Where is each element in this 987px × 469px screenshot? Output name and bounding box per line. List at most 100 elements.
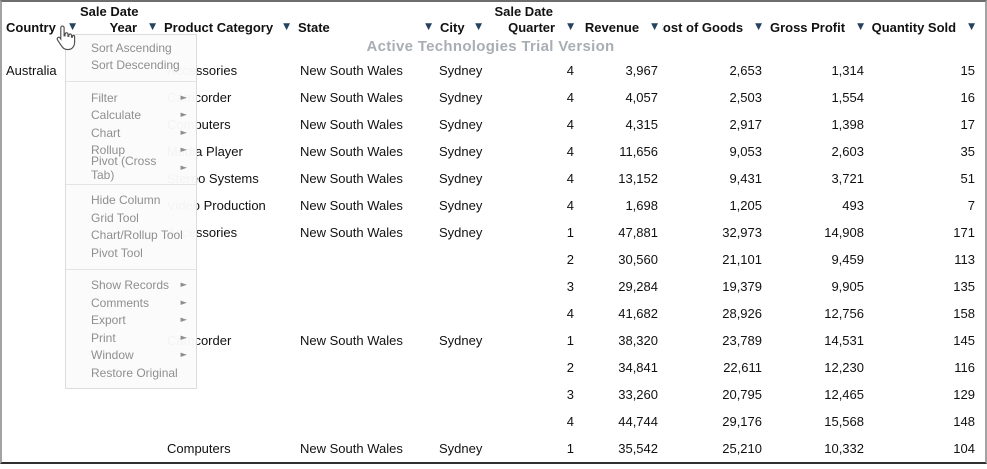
menu-item-sort-descending[interactable]: Sort Descending [66, 57, 196, 75]
submenu-arrow-icon: ► [180, 110, 187, 120]
cell-gross-profit: 2,603 [831, 144, 864, 159]
menu-item-print[interactable]: Print ► [66, 329, 196, 347]
menu-item-show-records[interactable]: Show Records ► [66, 277, 196, 295]
cell-revenue: 4,057 [625, 90, 658, 105]
column-label-sale-date-year: Year [109, 20, 138, 35]
gross-profit-dropdown-icon[interactable]: ▼ [857, 22, 864, 32]
cell-cost-of-goods: 32,973 [722, 225, 762, 240]
menu-item-pivot-tool[interactable]: Pivot Tool [66, 244, 196, 262]
cell-state: New South Wales [300, 144, 403, 159]
cell-city: Sydney [439, 171, 483, 186]
cell-revenue: 38,320 [618, 333, 658, 348]
menu-item-label: Export [91, 313, 126, 328]
menu-item-filter[interactable]: Filter ► [66, 89, 196, 107]
column-header-product-category: Product Category ▼ [160, 2, 294, 36]
revenue-dropdown-icon[interactable]: ▼ [651, 22, 658, 32]
menu-item-comments[interactable]: Comments ► [66, 294, 196, 312]
cell-cost-of-goods: 19,379 [722, 279, 762, 294]
menu-item-sort-ascending[interactable]: Sort Ascending [66, 39, 196, 57]
menu-item-chart-rollup-tool[interactable]: Chart/Rollup Tool [66, 227, 196, 245]
menu-item-restore-original[interactable]: Restore Original [66, 364, 196, 382]
column-label-sale-date-quarter: Quarter [508, 20, 556, 35]
column-header-cost-of-goods: Cost of Goods ▼ [662, 2, 766, 36]
cell-quantity-sold: 16 [960, 90, 975, 105]
table-row: Computers New South Wales Sydney 1 35,542 25,… [2, 435, 979, 462]
cell-sale-date-quarter: 4 [566, 90, 574, 105]
submenu-arrow-icon: ► [180, 280, 187, 290]
state-dropdown-icon[interactable]: ▼ [425, 22, 432, 32]
cell-quantity-sold: 171 [953, 225, 975, 240]
cost-of-goods-dropdown-icon[interactable]: ▼ [755, 22, 762, 32]
column-label-country: Country [6, 20, 56, 35]
menu-item-rollup[interactable]: Rollup ► [66, 142, 196, 160]
cell-gross-profit: 12,230 [824, 360, 864, 375]
table-row: 3 29,284 19,379 9,905 135 [2, 273, 979, 300]
column-header-state: State ▼ [294, 2, 436, 36]
data-grid: Country ▼ Sale Date Year ▼ Product Category ▼ S… [2, 2, 979, 462]
sale-date-quarter-dropdown-icon[interactable]: ▼ [567, 22, 574, 32]
menu-item-label: Hide Column [91, 193, 161, 208]
cell-cost-of-goods: 9,431 [729, 171, 762, 186]
cell-sale-date-quarter: 2 [566, 252, 574, 267]
cell-state: New South Wales [300, 333, 403, 348]
cell-sale-date-quarter: 4 [566, 63, 574, 78]
cell-sale-date-quarter: 4 [566, 144, 574, 159]
menu-item-window[interactable]: Window ► [66, 347, 196, 365]
menu-item-chart[interactable]: Chart ► [66, 124, 196, 142]
cell-sale-date-quarter: 2 [566, 360, 574, 375]
cell-state: New South Wales [300, 117, 403, 132]
product-category-dropdown-icon[interactable]: ▼ [283, 22, 290, 32]
cell-city: Sydney [439, 90, 483, 105]
column-label-revenue: Revenue [584, 20, 640, 35]
sale-date-year-dropdown-icon[interactable]: ▼ [149, 22, 156, 32]
cell-sale-date-quarter: 1 [566, 225, 574, 240]
cell-revenue: 33,260 [618, 387, 658, 402]
cell-country [2, 408, 80, 435]
cell-state [294, 381, 436, 408]
menu-item-pivot-cross-tab[interactable]: Pivot (Cross Tab) ► [66, 154, 196, 182]
cell-city: Sydney [439, 63, 483, 78]
menu-item-label: Chart/Rollup Tool [91, 228, 183, 243]
column-header-sale-date-year: Sale Date Year ▼ [80, 2, 160, 36]
cell-gross-profit: 1,554 [831, 90, 864, 105]
cell-quantity-sold: 129 [953, 387, 975, 402]
cell-revenue: 3,967 [625, 63, 658, 78]
cell-cost-of-goods: 2,653 [729, 63, 762, 78]
cell-revenue: 30,560 [618, 252, 658, 267]
cell-quantity-sold: 15 [960, 63, 975, 78]
cell-sale-date-quarter: 4 [566, 306, 574, 321]
menu-item-hide-column[interactable]: Hide Column [66, 192, 196, 210]
menu-item-label: Comments [91, 295, 150, 310]
menu-item-calculate[interactable]: Calculate ► [66, 107, 196, 125]
cell-gross-profit: 15,568 [824, 414, 864, 429]
cell-quantity-sold: 148 [953, 414, 975, 429]
cell-state [294, 273, 436, 300]
cell-state: New South Wales [300, 225, 403, 240]
quantity-sold-dropdown-icon[interactable]: ▼ [968, 22, 975, 32]
table-row: Media Player New South Wales Sydney 4 11,656… [2, 138, 979, 165]
cell-quantity-sold: 158 [953, 306, 975, 321]
cell-revenue: 34,841 [618, 360, 658, 375]
cell-revenue: 47,881 [618, 225, 658, 240]
cell-gross-profit: 1,398 [831, 117, 864, 132]
cell-quantity-sold: 104 [953, 441, 975, 456]
cell-revenue: 35,542 [618, 441, 658, 456]
cell-gross-profit: 14,531 [824, 333, 864, 348]
city-dropdown-icon[interactable]: ▼ [475, 22, 482, 32]
table-row: 2 30,560 21,101 9,459 113 [2, 246, 979, 273]
submenu-arrow-icon: ► [180, 297, 187, 308]
cell-sale-date-year [80, 435, 160, 462]
cell-gross-profit: 14,908 [824, 225, 864, 240]
cell-cost-of-goods: 23,789 [722, 333, 762, 348]
menu-item-label: Grid Tool [91, 210, 139, 225]
cell-sale-date-quarter: 4 [566, 414, 574, 429]
country-dropdown-icon[interactable]: ▼ [69, 22, 76, 32]
cell-cost-of-goods: 20,795 [722, 387, 762, 402]
cell-revenue: 4,315 [625, 117, 658, 132]
cell-gross-profit: 9,459 [831, 252, 864, 267]
menu-item-grid-tool[interactable]: Grid Tool [66, 209, 196, 227]
menu-item-export[interactable]: Export ► [66, 312, 196, 330]
cell-revenue: 44,744 [618, 414, 658, 429]
menu-separator [66, 183, 196, 185]
